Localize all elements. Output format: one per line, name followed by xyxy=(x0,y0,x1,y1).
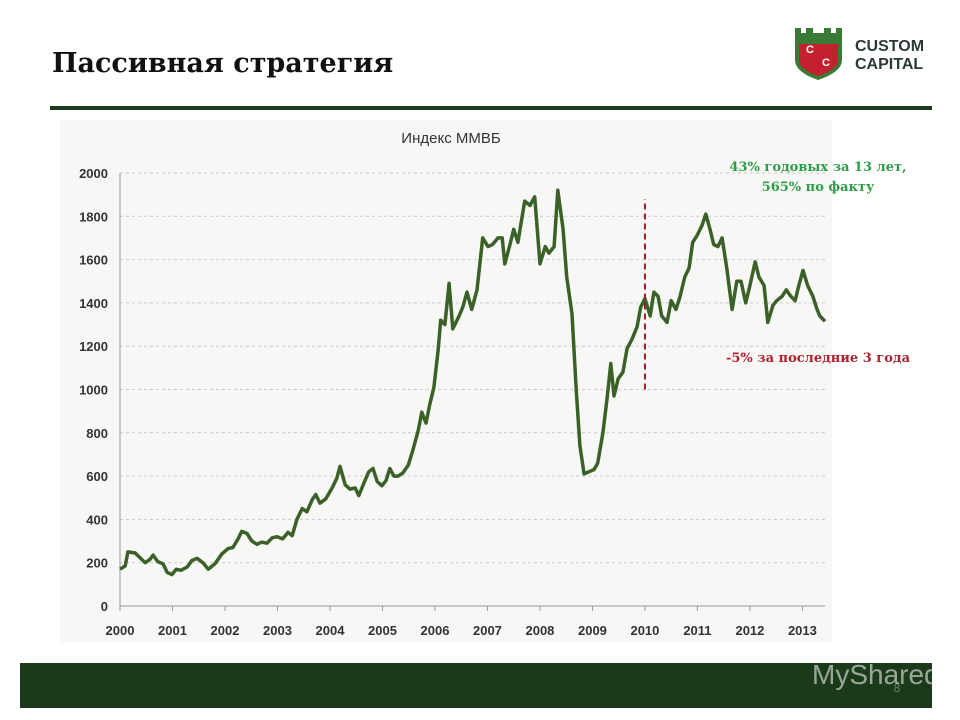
logo-letter: C xyxy=(822,57,830,69)
y-tick-label: 1200 xyxy=(79,339,108,354)
x-tick-label: 2011 xyxy=(683,623,711,638)
logo-text: CUSTOM xyxy=(855,38,924,55)
y-tick-label: 1600 xyxy=(79,253,108,268)
y-tick-label: 1000 xyxy=(79,383,108,398)
x-tick-label: 2004 xyxy=(316,623,346,638)
x-tick-label: 2006 xyxy=(421,623,450,638)
x-tick-label: 2008 xyxy=(525,623,554,638)
y-tick-label: 400 xyxy=(86,512,108,527)
annotation: -5% за последние 3 года xyxy=(726,351,911,366)
y-tick-label: 200 xyxy=(86,556,108,571)
x-tick-label: 2005 xyxy=(368,623,397,638)
annotation: 565% по факту xyxy=(762,180,875,195)
y-tick-label: 1800 xyxy=(79,209,108,224)
page-number: 8 xyxy=(894,681,901,695)
x-tick-label: 2000 xyxy=(106,623,135,638)
watermark: MyShared xyxy=(812,659,940,690)
x-tick-label: 2009 xyxy=(578,623,607,638)
x-tick-label: 2001 xyxy=(158,623,187,638)
index-line xyxy=(119,188,827,577)
x-tick-label: 2013 xyxy=(788,623,817,638)
x-tick-label: 2003 xyxy=(263,623,292,638)
y-tick-label: 0 xyxy=(101,599,108,614)
plot: 0 200 400 600 800 1000 1200 1400 1600 1800 2000 200… xyxy=(79,160,911,638)
footer-bar xyxy=(20,663,932,708)
chart-title: Индекс ММВБ xyxy=(401,130,501,147)
y-tick-label: 2000 xyxy=(79,166,108,181)
x-tick-label: 2012 xyxy=(735,623,764,638)
y-tick-label: 1400 xyxy=(79,296,108,311)
x-tick-label: 2010 xyxy=(630,623,659,638)
x-tick-label: 2002 xyxy=(211,623,240,638)
logo-crown xyxy=(795,28,842,36)
header-rule xyxy=(50,106,932,110)
x-tick-label: 2007 xyxy=(473,623,502,638)
logo: C C CUSTOM CAPITAL xyxy=(795,28,924,80)
chart-panel xyxy=(60,120,832,642)
y-tick-label: 800 xyxy=(86,426,108,441)
annotation: 43% годовых за 13 лет, xyxy=(729,160,906,175)
logo-letter: C xyxy=(806,44,814,56)
slide-title: Пассивная стратегия xyxy=(52,48,393,79)
logo-text: CAPITAL xyxy=(855,56,923,73)
logo-shield-inner xyxy=(799,44,838,76)
y-tick-label: 600 xyxy=(86,469,108,484)
